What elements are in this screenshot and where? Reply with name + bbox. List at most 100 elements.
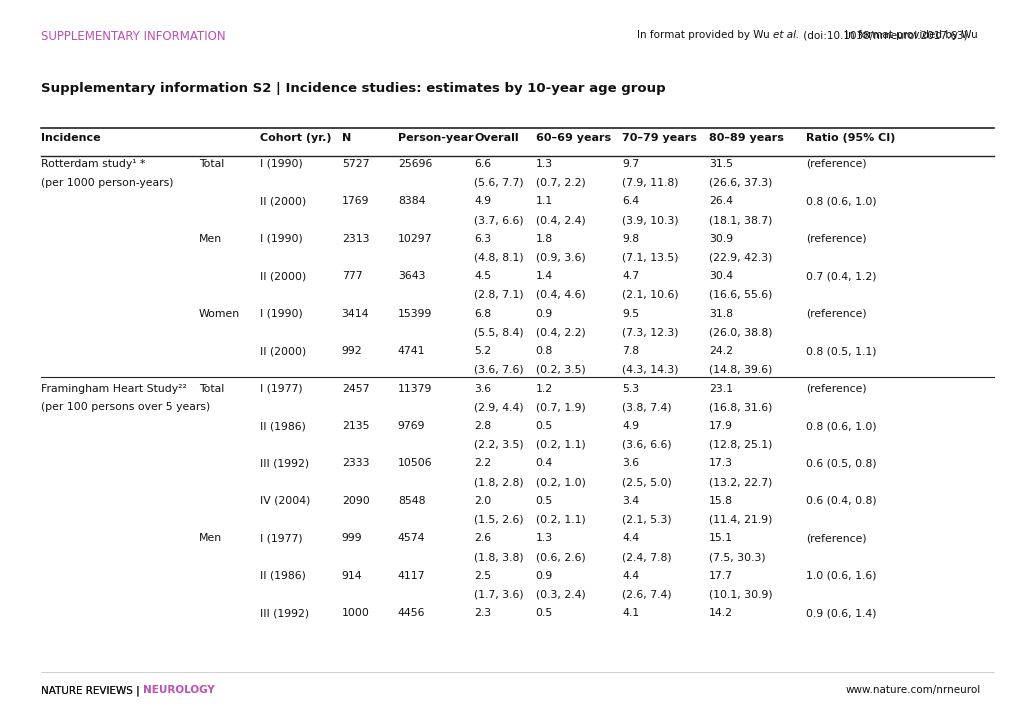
Text: 0.8 (0.6, 1.0): 0.8 (0.6, 1.0) (805, 421, 875, 431)
Text: (reference): (reference) (805, 234, 865, 244)
Text: 10297: 10297 (397, 234, 432, 244)
Text: (26.0, 38.8): (26.0, 38.8) (708, 328, 771, 338)
Text: (2.8, 7.1): (2.8, 7.1) (474, 290, 524, 300)
Text: N: N (341, 133, 351, 143)
Text: (2.2, 3.5): (2.2, 3.5) (474, 440, 524, 450)
Text: 2313: 2313 (341, 234, 369, 244)
Text: (1.8, 3.8): (1.8, 3.8) (474, 552, 524, 562)
Text: (3.7, 6.6): (3.7, 6.6) (474, 215, 524, 225)
Text: 31.8: 31.8 (708, 309, 733, 319)
Text: (5.6, 7.7): (5.6, 7.7) (474, 178, 524, 188)
Text: 4574: 4574 (397, 534, 425, 544)
Text: In format provided by Wu: In format provided by Wu (845, 30, 980, 40)
Text: (3.6, 6.6): (3.6, 6.6) (622, 440, 672, 450)
Text: 3643: 3643 (397, 271, 425, 282)
Text: 6.6: 6.6 (474, 159, 491, 169)
Text: 0.9: 0.9 (535, 309, 552, 319)
Text: (10.1, 30.9): (10.1, 30.9) (708, 590, 771, 600)
Text: (4.8, 8.1): (4.8, 8.1) (474, 253, 524, 263)
Text: SUPPLEMENTARY INFORMATION: SUPPLEMENTARY INFORMATION (41, 30, 225, 43)
Text: (12.8, 25.1): (12.8, 25.1) (708, 440, 771, 450)
Text: 4.5: 4.5 (474, 271, 491, 282)
Text: 3.4: 3.4 (622, 496, 639, 506)
Text: (4.3, 14.3): (4.3, 14.3) (622, 365, 678, 375)
Text: 25696: 25696 (397, 159, 432, 169)
Text: 0.6 (0.4, 0.8): 0.6 (0.4, 0.8) (805, 496, 875, 506)
Text: (2.1, 10.6): (2.1, 10.6) (622, 290, 679, 300)
Text: 9.8: 9.8 (622, 234, 639, 244)
Text: 1.3: 1.3 (535, 159, 552, 169)
Text: 9.5: 9.5 (622, 309, 639, 319)
Text: (doi:10.1038/nrneurol.2017.63): (doi:10.1038/nrneurol.2017.63) (799, 30, 966, 40)
Text: 17.7: 17.7 (708, 571, 733, 581)
Text: 23.1: 23.1 (708, 384, 733, 394)
Text: Ratio (95% CI): Ratio (95% CI) (805, 133, 895, 143)
Text: (2.5, 5.0): (2.5, 5.0) (622, 477, 672, 487)
Text: 17.9: 17.9 (708, 421, 733, 431)
Text: 5.3: 5.3 (622, 384, 639, 394)
Text: 4.4: 4.4 (622, 534, 639, 544)
Text: Rotterdam study¹ *: Rotterdam study¹ * (41, 159, 145, 169)
Text: 1.0 (0.6, 1.6): 1.0 (0.6, 1.6) (805, 571, 875, 581)
Text: (2.6, 7.4): (2.6, 7.4) (622, 590, 672, 600)
Text: II (2000): II (2000) (260, 197, 306, 207)
Text: II (2000): II (2000) (260, 346, 306, 356)
Text: 2457: 2457 (341, 384, 369, 394)
Text: (2.1, 5.3): (2.1, 5.3) (622, 515, 672, 525)
Text: 4741: 4741 (397, 346, 425, 356)
Text: 0.4: 0.4 (535, 459, 552, 469)
Text: NEUROLOGY: NEUROLOGY (143, 685, 214, 696)
Text: (per 100 persons over 5 years): (per 100 persons over 5 years) (41, 402, 210, 413)
Text: I (1990): I (1990) (260, 159, 303, 169)
Text: 4.4: 4.4 (622, 571, 639, 581)
Text: 1.1: 1.1 (535, 197, 552, 207)
Text: (3.8, 7.4): (3.8, 7.4) (622, 402, 672, 413)
Text: 2.8: 2.8 (474, 421, 491, 431)
Text: Women: Women (199, 309, 239, 319)
Text: (reference): (reference) (805, 159, 865, 169)
Text: 0.9 (0.6, 1.4): 0.9 (0.6, 1.4) (805, 608, 875, 618)
Text: (0.2, 1.0): (0.2, 1.0) (535, 477, 585, 487)
Text: 17.3: 17.3 (708, 459, 733, 469)
Text: 1769: 1769 (341, 197, 369, 207)
Text: (2.9, 4.4): (2.9, 4.4) (474, 402, 524, 413)
Text: NATURE REVIEWS |: NATURE REVIEWS | (41, 685, 143, 696)
Text: (22.9, 42.3): (22.9, 42.3) (708, 253, 771, 263)
Text: Men: Men (199, 234, 222, 244)
Text: (7.3, 12.3): (7.3, 12.3) (622, 328, 678, 338)
Text: 992: 992 (341, 346, 362, 356)
Text: 0.9: 0.9 (535, 571, 552, 581)
Text: 2.0: 2.0 (474, 496, 491, 506)
Text: (1.7, 3.6): (1.7, 3.6) (474, 590, 524, 600)
Text: 0.6 (0.5, 0.8): 0.6 (0.5, 0.8) (805, 459, 875, 469)
Text: 4.7: 4.7 (622, 271, 639, 282)
Text: 70–79 years: 70–79 years (622, 133, 696, 143)
Text: 6.3: 6.3 (474, 234, 491, 244)
Text: (11.4, 21.9): (11.4, 21.9) (708, 515, 771, 525)
Text: 2.2: 2.2 (474, 459, 491, 469)
Text: 777: 777 (341, 271, 362, 282)
Text: (3.9, 10.3): (3.9, 10.3) (622, 215, 679, 225)
Text: 0.8 (0.5, 1.1): 0.8 (0.5, 1.1) (805, 346, 875, 356)
Text: NATURE REVIEWS |: NATURE REVIEWS | (41, 685, 143, 696)
Text: II (2000): II (2000) (260, 271, 306, 282)
Text: 7.8: 7.8 (622, 346, 639, 356)
Text: 15.1: 15.1 (708, 534, 733, 544)
Text: 0.7 (0.4, 1.2): 0.7 (0.4, 1.2) (805, 271, 875, 282)
Text: 1.4: 1.4 (535, 271, 552, 282)
Text: 4456: 4456 (397, 608, 425, 618)
Text: 9769: 9769 (397, 421, 425, 431)
Text: et al.: et al. (772, 30, 799, 40)
Text: Overall: Overall (474, 133, 519, 143)
Text: 24.2: 24.2 (708, 346, 733, 356)
Text: I (1977): I (1977) (260, 384, 303, 394)
Text: (7.5, 30.3): (7.5, 30.3) (708, 552, 765, 562)
Text: (0.2, 1.1): (0.2, 1.1) (535, 515, 585, 525)
Text: (5.5, 8.4): (5.5, 8.4) (474, 328, 524, 338)
Text: Total: Total (199, 384, 224, 394)
Text: (0.7, 2.2): (0.7, 2.2) (535, 178, 585, 188)
Text: 1000: 1000 (341, 608, 369, 618)
Text: III (1992): III (1992) (260, 608, 309, 618)
Text: (18.1, 38.7): (18.1, 38.7) (708, 215, 771, 225)
Text: (2.4, 7.8): (2.4, 7.8) (622, 552, 672, 562)
